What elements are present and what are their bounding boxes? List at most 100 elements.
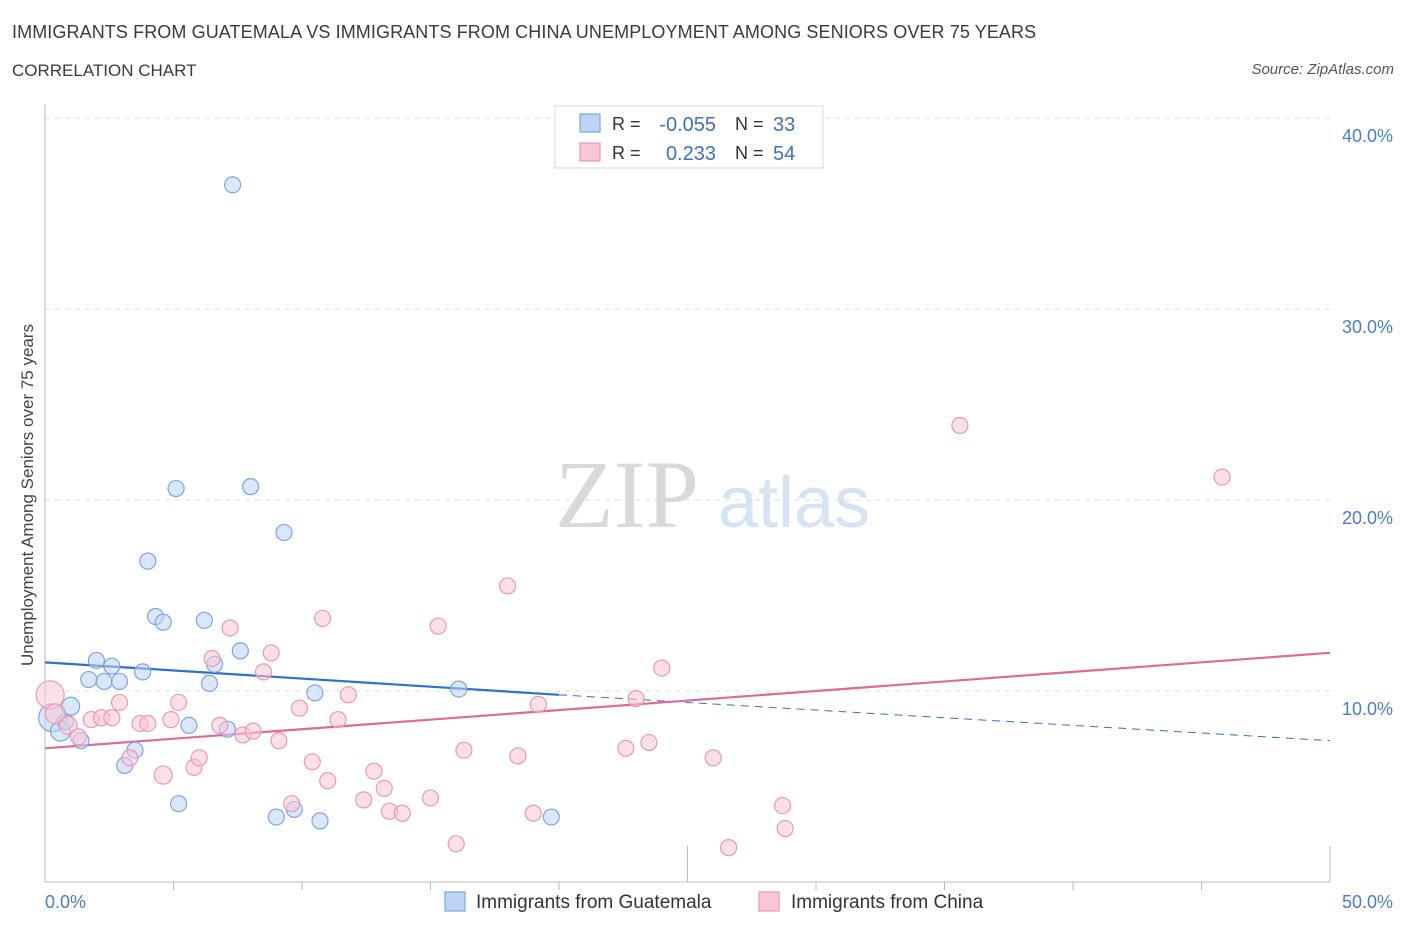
china-point-39 [455, 741, 473, 759]
guatemala-point-20 [200, 674, 219, 692]
china-point-18 [221, 619, 239, 637]
guatemala-point-18 [180, 716, 198, 734]
china-point-48 [704, 749, 722, 767]
china-point-27 [313, 609, 332, 628]
china-point-6 [103, 709, 121, 727]
legend-swatch-guatemala [579, 113, 601, 133]
guatemala-trend-extension [558, 694, 1331, 742]
guatemala-point-23 [224, 176, 242, 194]
bottom-legend-label-china: Immigrants from China [791, 892, 984, 913]
china-point-8 [121, 749, 139, 767]
legend-r-value-guatemala: -0.055 [659, 114, 716, 136]
guatemala-point-24 [231, 642, 249, 660]
x-tick-labels: 0.0% 50.0% [45, 892, 1393, 912]
guatemala-point-19 [195, 611, 213, 629]
guatemala-point-32 [542, 808, 560, 826]
china-point-7 [110, 693, 129, 712]
y-tick-label-0: 10.0% [1342, 699, 1393, 719]
gridlines [45, 117, 1330, 692]
y-tick-label-3: 40.0% [1342, 126, 1393, 146]
y-tick-label-1: 20.0% [1342, 508, 1393, 528]
guatemala-point-5 [80, 670, 98, 689]
china-point-50 [773, 796, 792, 815]
x-tick-label-max: 50.0% [1342, 892, 1393, 912]
china-point-22 [262, 644, 280, 662]
guatemala-point-9 [110, 672, 129, 691]
china-point-23 [270, 732, 288, 750]
china-point-40 [499, 577, 517, 595]
guatemala-point-17 [170, 795, 188, 813]
china-point-53 [1213, 468, 1231, 486]
source-credit: Source: ZipAtlas.com [1251, 61, 1394, 78]
axes [44, 104, 1331, 890]
china-point-15 [190, 749, 208, 767]
china-point-49 [720, 839, 738, 857]
china-point-24 [283, 795, 301, 813]
china-point-10 [139, 714, 157, 733]
chart-subtitle: CORRELATION CHART [12, 61, 197, 80]
china-point-47 [653, 659, 671, 677]
china-point-28 [319, 772, 337, 790]
china-point-12 [162, 711, 180, 729]
china-point-30 [339, 686, 357, 704]
china-point-20 [244, 722, 262, 740]
guatemala-trend-line [44, 661, 560, 696]
china-point-45 [627, 690, 645, 708]
legend-r-label-1: R = [612, 114, 641, 134]
china-point-31 [355, 791, 373, 809]
guatemala-point-26 [267, 808, 285, 826]
china-point-51 [776, 819, 794, 838]
china-point-32 [365, 762, 383, 780]
legend-n-value-china: 54 [773, 143, 795, 165]
y-tick-label-2: 30.0% [1342, 317, 1393, 337]
legend-n-label-1: N = [735, 114, 764, 134]
chart-title: IMMIGRANTS FROM GUATEMALA VS IMMIGRANTS … [12, 22, 1037, 42]
bottom-legend-swatch-china [758, 891, 780, 912]
legend-r-value-china: 0.233 [666, 143, 716, 165]
china-point-29 [329, 711, 347, 729]
china-point-43 [529, 695, 548, 713]
guatemala-point-6 [87, 651, 106, 670]
watermark: ZIP atlas [555, 441, 870, 548]
china-point-46 [640, 733, 658, 752]
legend-swatch-china [579, 142, 601, 162]
china-point-17 [211, 716, 229, 734]
bottom-legend-swatch-guatemala [444, 891, 466, 912]
guatemala-point-8 [103, 657, 121, 675]
china-point-26 [303, 753, 321, 771]
china-point-2 [58, 715, 78, 735]
guatemala-point-30 [311, 812, 329, 830]
china-point-16 [203, 649, 221, 668]
china-point-44 [617, 739, 635, 757]
china-point-13 [170, 693, 188, 712]
china-point-37 [429, 617, 447, 635]
legend-r-label-2: R = [612, 143, 641, 163]
y-tick-labels: 10.0% 20.0% 30.0% 40.0% [1342, 126, 1393, 719]
watermark-zip: ZIP [555, 441, 699, 548]
china-point-41 [509, 747, 527, 765]
china-point-3 [69, 728, 88, 746]
china-point-11 [153, 765, 173, 785]
china-point-21 [254, 663, 273, 681]
guatemala-point-31 [450, 680, 468, 698]
guatemala-point-13 [139, 552, 157, 570]
china-point-52 [951, 416, 969, 435]
guatemala-point-12 [134, 663, 152, 681]
correlation-legend: R = -0.055 N = 33 R = 0.233 N = 54 [554, 105, 824, 169]
legend-n-label-2: N = [735, 143, 764, 163]
guatemala-point-16 [167, 479, 185, 498]
china-point-35 [393, 804, 411, 822]
legend-n-value-guatemala: 33 [773, 114, 795, 136]
y-axis-label: Unemployment Among Seniors over 75 years [18, 324, 37, 666]
china-point-33 [375, 779, 393, 798]
china-point-25 [290, 699, 309, 717]
guatemala-point-27 [275, 523, 293, 542]
bottom-legend-label-guatemala: Immigrants from Guatemala [476, 892, 712, 913]
china-point-38 [447, 835, 465, 853]
series-legend: Immigrants from Guatemala Immigrants fro… [444, 891, 984, 913]
china-point-42 [524, 804, 542, 822]
guatemala-point-29 [306, 684, 324, 702]
guatemala-point-7 [95, 672, 113, 691]
guatemala-point-25 [242, 478, 260, 496]
